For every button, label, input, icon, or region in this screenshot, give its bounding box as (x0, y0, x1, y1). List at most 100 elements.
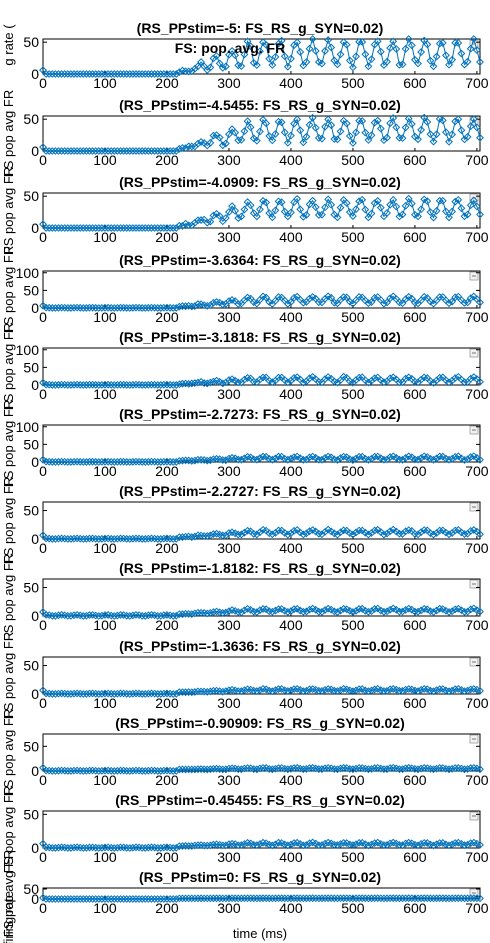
data-point (128, 457, 137, 466)
data-point (42, 843, 51, 852)
data-point (367, 894, 376, 903)
data-point (271, 52, 280, 61)
data-point (82, 611, 91, 620)
data-point (314, 529, 323, 538)
data-point (88, 147, 97, 155)
data-point (141, 767, 150, 775)
data-point (299, 138, 308, 147)
data-point (429, 455, 438, 464)
data-point (113, 224, 122, 232)
data-point (386, 527, 395, 536)
data-point (476, 298, 484, 307)
data-point (76, 766, 85, 775)
data-point (225, 376, 233, 384)
data-point (370, 374, 379, 383)
data-point (54, 70, 63, 78)
data-point (411, 607, 419, 616)
data-point (451, 764, 460, 772)
data-point (194, 139, 202, 148)
data-point (367, 298, 376, 306)
data-point (209, 764, 218, 773)
data-point (318, 210, 326, 219)
data-point (256, 528, 264, 537)
data-point (138, 535, 147, 543)
data-point (101, 843, 109, 852)
data-point (178, 842, 187, 850)
data-point (42, 70, 51, 78)
data-point (70, 611, 78, 620)
data-point (150, 380, 159, 389)
data-point (110, 224, 119, 232)
data-point (88, 895, 97, 903)
data-point (407, 453, 416, 462)
data-point (54, 457, 63, 466)
y-tick-label: 50 (23, 580, 39, 596)
data-point (231, 51, 240, 60)
data-point (156, 535, 165, 543)
data-point (383, 209, 391, 217)
data-point (138, 767, 147, 775)
data-point (305, 374, 314, 383)
data-point (324, 685, 333, 693)
data-point (429, 841, 438, 850)
x-tick-label: 300 (217, 152, 241, 168)
data-point (423, 118, 432, 126)
data-point (432, 454, 441, 463)
data-point (218, 531, 227, 540)
data-point (107, 534, 116, 543)
data-point (209, 298, 218, 307)
data-point (349, 63, 357, 72)
data-point (218, 141, 227, 150)
data-point (178, 765, 187, 774)
data-point (293, 194, 302, 203)
data-point (256, 205, 264, 214)
data-point (169, 844, 178, 852)
data-point (271, 606, 280, 615)
data-point (107, 70, 116, 78)
data-point (215, 212, 224, 220)
data-point (203, 687, 212, 696)
data-point (398, 530, 407, 538)
x-tick-label: 300 (217, 463, 241, 479)
data-point (370, 199, 379, 208)
y-tick-label: 0 (31, 377, 39, 393)
y-axis-label-fragment: FS pop avg FR (1, 477, 16, 564)
data-point (448, 454, 457, 463)
data-point (364, 841, 373, 850)
data-point (373, 525, 382, 534)
data-point (172, 70, 181, 78)
data-point (166, 534, 174, 543)
data-point (48, 611, 57, 620)
data-point (128, 380, 137, 389)
data-point (218, 894, 227, 903)
data-point (57, 534, 66, 543)
data-point (367, 131, 376, 140)
data-point (451, 293, 460, 302)
data-point (110, 535, 119, 543)
data-point (60, 689, 69, 698)
data-point (128, 689, 137, 698)
data-point (159, 895, 168, 903)
data-point (252, 894, 261, 903)
data-point (187, 142, 196, 151)
data-point (206, 841, 215, 850)
data-point (445, 894, 453, 903)
data-point (197, 894, 205, 903)
data-point (268, 607, 277, 616)
data-point (395, 686, 404, 695)
data-point (73, 224, 81, 232)
y-tick-label: 0 (31, 840, 39, 856)
data-point (386, 374, 395, 383)
data-point (88, 224, 97, 232)
data-point (175, 144, 184, 153)
data-point (380, 136, 388, 145)
data-point (91, 895, 100, 903)
data-point (358, 117, 367, 125)
data-point (159, 766, 168, 775)
data-point (200, 532, 209, 540)
data-point (383, 607, 391, 616)
data-point (324, 763, 333, 772)
data-point (259, 452, 267, 461)
data-point (380, 894, 388, 903)
data-point (438, 116, 447, 125)
